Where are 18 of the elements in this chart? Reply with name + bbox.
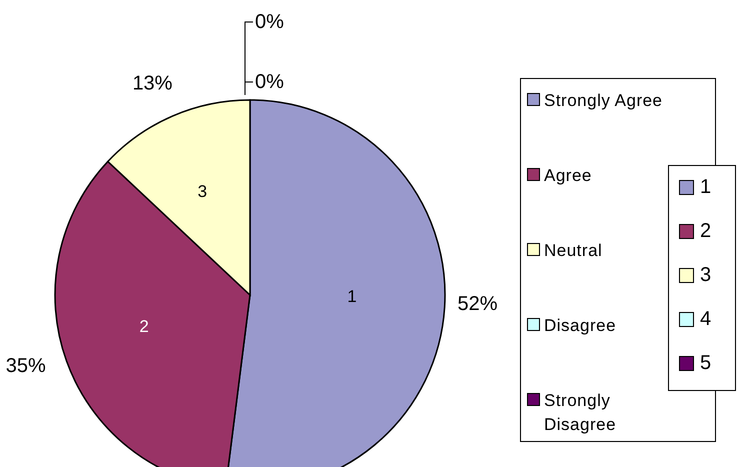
legend-label: Neutral <box>544 240 602 262</box>
text: 2 <box>700 220 712 242</box>
text: 2 <box>139 316 149 336</box>
text: 1 <box>347 287 357 306</box>
text: 5 <box>700 352 712 374</box>
text: 0% <box>255 71 284 93</box>
legend-label: Agree <box>544 165 592 187</box>
text: 4 <box>700 308 712 330</box>
legend-label: Strongly Agree <box>544 90 663 112</box>
text: 0% <box>255 11 284 33</box>
legend-label: Disagree <box>544 315 616 337</box>
data-label: 13% <box>132 72 173 95</box>
text: 3 <box>700 264 712 286</box>
data-label: 52% <box>458 293 498 316</box>
data-label: 35% <box>6 355 46 378</box>
text: 1 <box>700 176 712 198</box>
legend-label: Strongly Disagree <box>544 390 618 436</box>
text: 3 <box>198 182 208 202</box>
